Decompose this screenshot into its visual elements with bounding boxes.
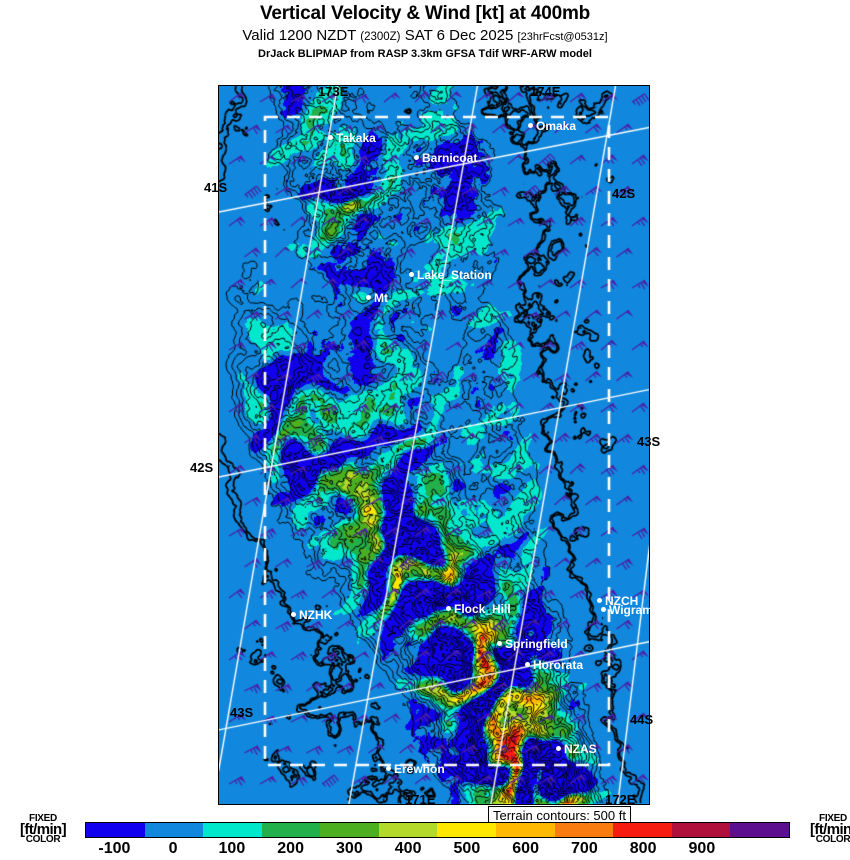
- colorbar-right-color: COLOR: [815, 834, 850, 845]
- longitude-label: 174E: [530, 84, 561, 99]
- colorbar-tick: 200: [277, 840, 304, 857]
- colorbar-tick: -100: [98, 840, 131, 857]
- longitude-label: 173E: [318, 84, 349, 99]
- colorbar-segment-1: [144, 823, 204, 837]
- station-dot-icon: [386, 766, 391, 772]
- colorbar-left-color: COLOR: [25, 834, 61, 845]
- place-label: Wigram: [609, 602, 653, 617]
- colorbar-segment-7: [496, 823, 555, 837]
- station-dot-icon: [528, 123, 533, 129]
- place-marker: Springfield: [497, 636, 568, 651]
- colorbar-segment-4: [320, 823, 379, 837]
- station-dot-icon: [291, 612, 296, 618]
- map-overlay-layer: [219, 86, 649, 804]
- colorbar-tick: 100: [218, 840, 246, 857]
- colorbar-segment-3: [261, 823, 321, 837]
- latitude-label: 44S: [630, 712, 654, 727]
- colorbar-segment-11: [730, 823, 789, 837]
- place-marker: NZHK: [291, 607, 333, 622]
- latitude-label: 43S: [637, 434, 661, 449]
- place-label: Mt: [374, 290, 388, 305]
- colorbar-left-units: FIXED [ft/min] COLOR: [0, 814, 88, 845]
- colorbar-segment-5: [378, 823, 438, 837]
- station-dot-icon: [414, 155, 419, 161]
- place-label: NZCH: [605, 593, 639, 608]
- place-marker: Hororata: [525, 657, 584, 672]
- place-marker: NZCH: [597, 593, 639, 608]
- colorbar-tick: 500: [453, 840, 481, 857]
- colorbar-right-fixed: FIXED: [819, 813, 847, 824]
- place-label: Takaka: [336, 130, 376, 145]
- place-marker: Erewhon: [386, 761, 445, 776]
- place-marker: Wigram: [601, 602, 653, 617]
- valid-time-zulu: (2300Z): [360, 31, 401, 43]
- page-title: Vertical Velocity & Wind [kt] at 400mb: [259, 3, 591, 24]
- station-dot-icon: [446, 606, 451, 612]
- colorbar-right-units: FIXED [ft/min] COLOR: [788, 814, 850, 845]
- colorbar-tick-labels: -100 0 100 200 300 400 500 600 700 800 900: [0, 840, 850, 860]
- place-marker: Lake_Station: [409, 267, 492, 282]
- place-label: NZAS: [564, 741, 597, 756]
- longitude-label: 172E: [605, 792, 636, 807]
- station-dot-icon: [409, 272, 414, 278]
- place-label: Erewhon: [394, 761, 445, 776]
- colorbar-tick: 700: [571, 840, 598, 857]
- place-label: Springfield: [505, 636, 568, 651]
- header: Vertical Velocity & Wind [kt] at 400mb V…: [0, 0, 850, 62]
- colorbar-left-unit: [ft/min]: [19, 821, 67, 838]
- colorbar-tick: 400: [394, 840, 422, 857]
- colorbar-tick: 300: [336, 840, 363, 857]
- valid-time-prefix: Valid 1200 NZDT: [242, 27, 357, 44]
- place-marker: Flock_Hill: [446, 601, 511, 616]
- place-marker: Takaka: [328, 130, 376, 145]
- place-label: Lake_Station: [417, 267, 492, 282]
- valid-time-line: Valid 1200 NZDT (2300Z) SAT 6 Dec 2025 […: [0, 26, 850, 47]
- latitude-label: 42S: [190, 460, 214, 475]
- place-marker: Barnicoat: [414, 150, 478, 165]
- colorbar-segment-9: [613, 823, 672, 837]
- place-label: Hororata: [533, 657, 584, 672]
- colorbar-left-fixed: FIXED: [29, 813, 57, 824]
- station-dot-icon: [556, 746, 561, 752]
- colorbar-segment-6: [437, 823, 497, 837]
- place-label: Flock_Hill: [454, 601, 511, 616]
- colorbar-tick: 900: [688, 840, 716, 857]
- station-dot-icon: [366, 295, 371, 301]
- place-label: Omaka: [536, 118, 577, 133]
- colorbar-segment-2: [203, 823, 262, 837]
- colorbar-segment-0: [86, 823, 145, 837]
- place-label: NZHK: [299, 607, 333, 622]
- place-marker: NZAS: [556, 741, 597, 756]
- colorbar-right-unit: [ft/min]: [809, 821, 850, 838]
- station-dot-icon: [328, 135, 333, 141]
- colorbar-tick: 800: [629, 840, 657, 857]
- latitude-label: 41S: [204, 180, 228, 195]
- place-label: Barnicoat: [422, 150, 478, 165]
- longitude-label: 171E: [405, 792, 436, 807]
- colorbar-tick: 600: [512, 840, 539, 857]
- forecast-hour: [23hrFcst@0531z]: [517, 31, 608, 43]
- valid-date: SAT 6 Dec 2025: [404, 27, 514, 44]
- colorbar-segment-8: [554, 823, 614, 837]
- colorbar-tick: 0: [168, 840, 178, 857]
- colorbar-scale[interactable]: [85, 822, 790, 838]
- place-marker: Omaka: [528, 118, 577, 133]
- latitude-label: 42S: [612, 186, 636, 201]
- station-dot-icon: [601, 607, 606, 613]
- model-line: DrJack BLIPMAP from RASP 3.3km GFSA Tdif…: [258, 48, 592, 60]
- station-dot-icon: [525, 662, 530, 668]
- station-dot-icon: [597, 598, 602, 604]
- place-marker: Mt: [366, 290, 388, 305]
- station-dot-icon: [497, 641, 502, 647]
- colorbar-segment-10: [671, 823, 731, 837]
- latitude-label: 43S: [230, 705, 254, 720]
- weather-map[interactable]: [218, 85, 650, 805]
